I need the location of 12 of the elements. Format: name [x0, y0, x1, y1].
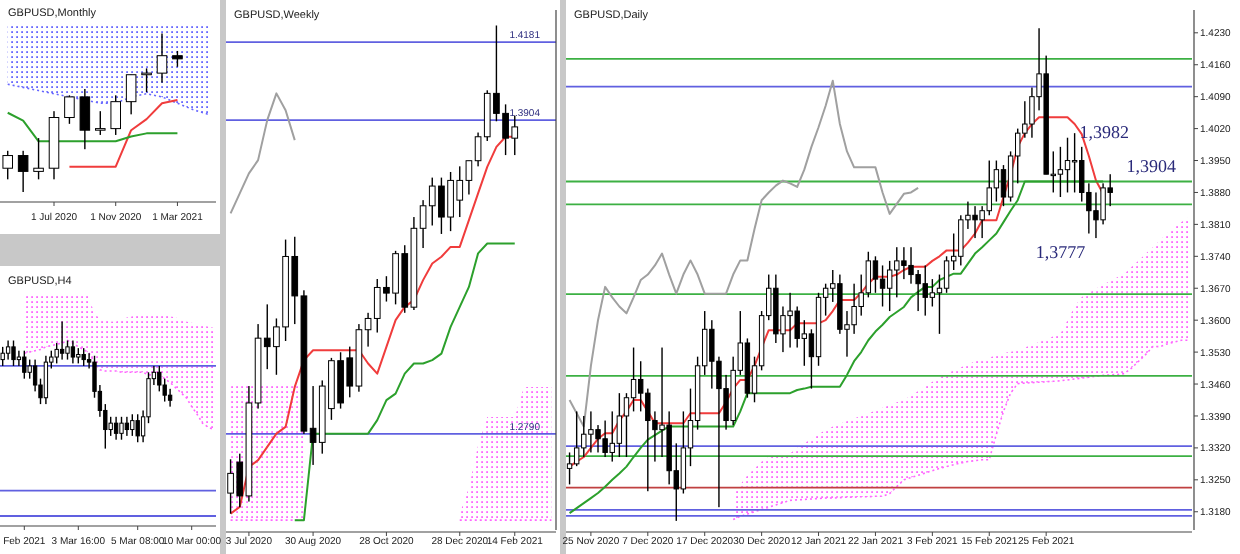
- candlestick: [787, 292, 793, 348]
- line-series: [229, 92, 296, 215]
- candlestick: [901, 247, 907, 280]
- annotation: 1,3982: [1079, 122, 1130, 143]
- candlestick: [588, 411, 594, 453]
- line-series: [568, 79, 920, 428]
- annotation: 1,3904: [1126, 156, 1178, 176]
- line-series: [732, 339, 1190, 521]
- candlestick: [59, 321, 65, 360]
- candlestick: [16, 350, 22, 366]
- candlestick: [972, 206, 978, 239]
- annotation: 1,3777: [1035, 241, 1087, 262]
